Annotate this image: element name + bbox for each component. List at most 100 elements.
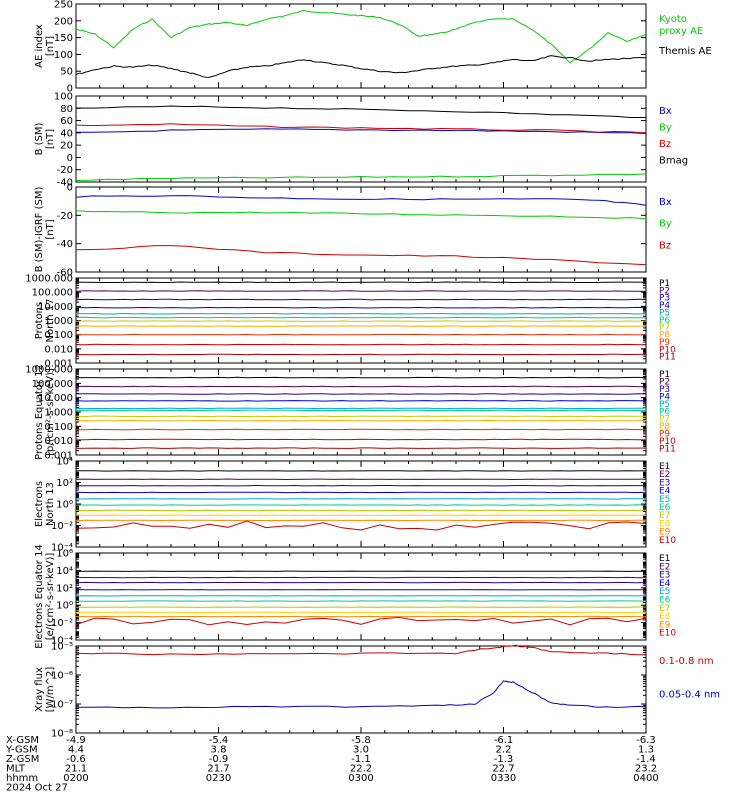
channel-line bbox=[75, 478, 647, 481]
panel-frame bbox=[75, 645, 647, 734]
channel-label: P9 bbox=[659, 338, 670, 348]
y-tick-label: 10⁰ bbox=[56, 500, 73, 511]
channel-label: E9 bbox=[659, 620, 671, 630]
y-tick-label: 1000.000 bbox=[25, 365, 73, 376]
legend-entry: Bmag bbox=[659, 156, 688, 167]
y-tick-label: 10² bbox=[56, 583, 73, 594]
channel-line bbox=[76, 343, 647, 346]
legend-entry: Themis AE bbox=[658, 46, 712, 57]
channel-line bbox=[75, 281, 647, 284]
channel-label: P1 bbox=[659, 279, 670, 289]
channel-label: E9 bbox=[659, 528, 671, 538]
channel-line bbox=[75, 393, 647, 395]
legend-entry: 0.05-0.4 nm bbox=[659, 690, 720, 701]
channel-label: E3 bbox=[659, 571, 670, 581]
x-tick-label: -4.9 bbox=[66, 735, 86, 746]
x-row-label: MLT bbox=[6, 764, 26, 775]
x-tick-label: -6.3 bbox=[636, 735, 656, 746]
panel-frame bbox=[75, 3, 647, 89]
channel-label: P8 bbox=[659, 422, 670, 432]
channel-label: E2 bbox=[659, 470, 670, 480]
channel-label: P11 bbox=[659, 353, 676, 363]
channel-label: E4 bbox=[659, 487, 671, 497]
channel-line bbox=[75, 385, 647, 388]
y-tick-label: 0.010 bbox=[44, 436, 73, 447]
channel-label: P10 bbox=[659, 437, 676, 447]
legend-entry: Bx bbox=[659, 106, 672, 117]
channel-line bbox=[75, 298, 647, 301]
series-line bbox=[75, 195, 647, 206]
channel-line bbox=[76, 333, 647, 336]
channel-label: E5 bbox=[659, 587, 670, 597]
y-tick-label: 10.000 bbox=[38, 302, 73, 313]
y-tick-label: 10⁶ bbox=[56, 549, 73, 560]
channel-line bbox=[75, 306, 647, 309]
y-tick-label: 1000.000 bbox=[25, 274, 73, 285]
channel-label: E4 bbox=[659, 579, 671, 589]
x-row-label: hhmm bbox=[6, 773, 38, 784]
y-tick-label: 80 bbox=[60, 104, 73, 115]
channel-label: P8 bbox=[659, 331, 670, 341]
panel-3: -60 -40 -20 0 B (SM)-IGRF (SM)[nT] Bx By Bz bbox=[34, 183, 672, 279]
x-tick-label: -1.4 bbox=[636, 754, 656, 765]
panel-4: 0.001 0.010 0.100 1.000 10.000 100.000 1000.00… bbox=[25, 274, 676, 370]
y-tick-label: 20 bbox=[60, 141, 73, 152]
channel-line bbox=[75, 415, 646, 418]
channel-label: P4 bbox=[659, 392, 670, 402]
series-line bbox=[75, 173, 647, 181]
y-tick-label: 10⁻⁷ bbox=[51, 700, 73, 711]
x-tick-label: -1.3 bbox=[494, 754, 514, 765]
x-tick-label: 21.7 bbox=[207, 764, 229, 775]
channel-label: P2 bbox=[659, 377, 670, 387]
y-axis-label: Xray flux[W/m^2] bbox=[34, 667, 56, 713]
x-tick-label: 4.4 bbox=[68, 745, 84, 756]
channel-line bbox=[75, 312, 647, 315]
x-tick-label: 0330 bbox=[491, 773, 516, 784]
channel-line bbox=[75, 316, 647, 319]
y-tick-label: -40 bbox=[57, 239, 73, 250]
y-tick-label: 0.100 bbox=[44, 422, 73, 433]
y-axis-label: Protons Equator 12[p/(cm²-s-sr-keV)] bbox=[34, 364, 56, 460]
series-line bbox=[75, 55, 647, 78]
y-tick-label: 10⁻⁸ bbox=[51, 729, 73, 740]
channel-line bbox=[75, 325, 647, 327]
y-tick-label: -20 bbox=[57, 211, 73, 222]
channel-label: E7 bbox=[659, 604, 670, 614]
panel-frame bbox=[75, 368, 647, 456]
x-tick-label: 0400 bbox=[633, 773, 658, 784]
series-line bbox=[75, 123, 647, 134]
channel-label: P9 bbox=[659, 430, 670, 440]
channel-label: P4 bbox=[659, 301, 670, 311]
y-tick-label: -60 bbox=[57, 268, 73, 279]
y-tick-label: 0.001 bbox=[44, 451, 73, 462]
y-tick-label: 1.000 bbox=[44, 316, 73, 327]
x-tick-label: -6.1 bbox=[494, 735, 514, 746]
y-tick-label: 10⁴ bbox=[56, 566, 73, 577]
y-axis-label: B (SM)-IGRF (SM)[nT] bbox=[34, 187, 56, 273]
y-tick-label: 10⁻⁶ bbox=[51, 671, 73, 682]
x-tick-label: 3.0 bbox=[353, 745, 369, 756]
channel-line bbox=[75, 376, 647, 379]
legend-entry: proxy AE bbox=[659, 26, 703, 37]
y-tick-label: -40 bbox=[57, 178, 73, 189]
y-axis-label: B (SM)[nT] bbox=[34, 122, 56, 155]
x-tick-label: 0300 bbox=[348, 773, 373, 784]
legend-entry: By bbox=[659, 123, 672, 134]
channel-label: P3 bbox=[659, 385, 670, 395]
channel-label: P7 bbox=[659, 415, 670, 425]
x-tick-label: 22.2 bbox=[350, 764, 372, 775]
y-tick-label: 0.100 bbox=[44, 330, 73, 341]
y-tick-label: 10⁻² bbox=[51, 521, 73, 532]
channel-line bbox=[75, 438, 647, 441]
channel-label: P6 bbox=[659, 407, 670, 417]
y-tick-label: -20 bbox=[57, 165, 73, 176]
x-tick-label: 23.2 bbox=[635, 764, 657, 775]
channel-line bbox=[75, 290, 647, 292]
channel-label: E5 bbox=[659, 495, 670, 505]
y-tick-label: 0 bbox=[67, 84, 73, 95]
y-tick-label: 50 bbox=[60, 67, 73, 78]
channel-line bbox=[75, 428, 647, 431]
legend-entry: Bz bbox=[659, 240, 671, 251]
channel-label: E8 bbox=[659, 519, 671, 529]
